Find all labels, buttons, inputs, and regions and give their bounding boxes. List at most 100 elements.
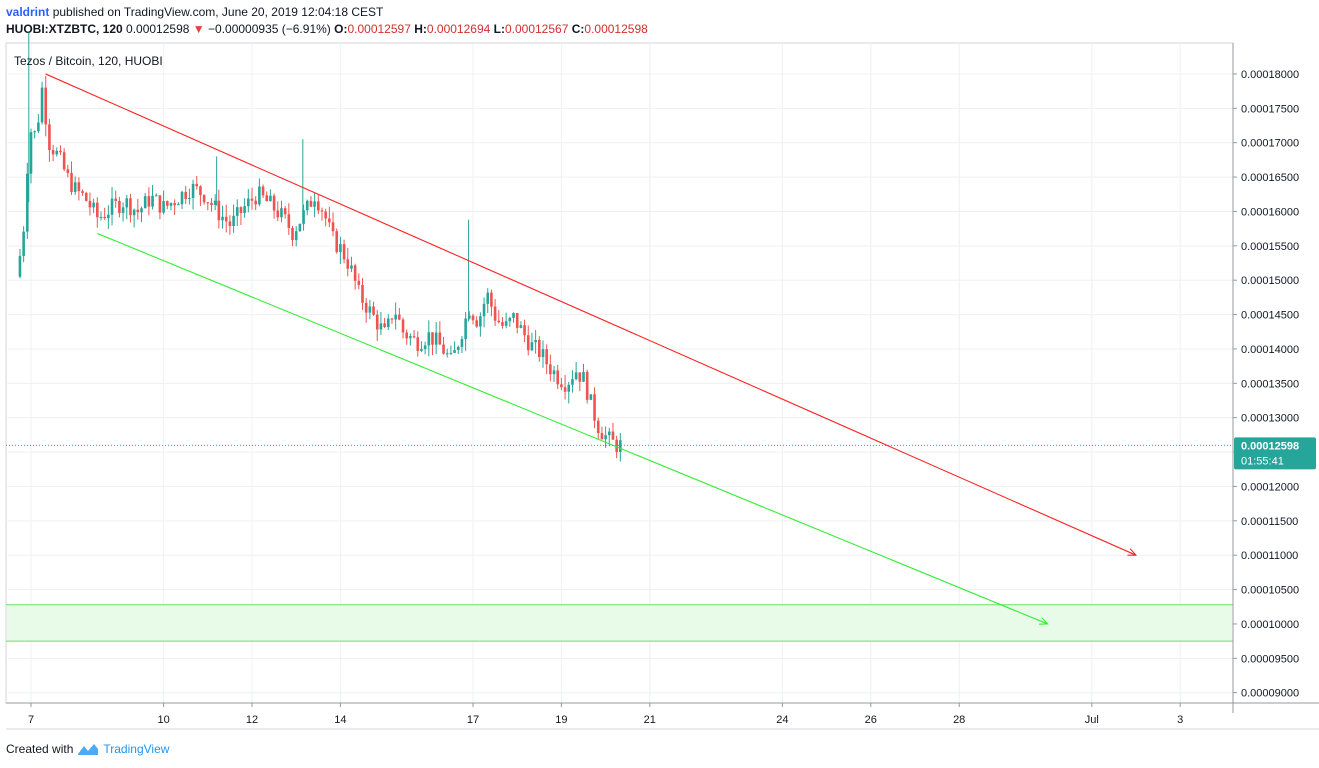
candle-body — [368, 306, 372, 313]
candle-body — [33, 131, 36, 133]
candle-body — [291, 227, 294, 241]
candle-body — [442, 344, 445, 354]
candle-body — [574, 372, 578, 380]
x-tick-label: Jul — [1085, 714, 1099, 726]
candle-body — [420, 348, 423, 351]
created-with-label: Created with — [6, 742, 74, 756]
candle-body — [523, 325, 526, 336]
candle-body — [81, 191, 84, 194]
chart-title: Tezos / Bitcoin, 120, HUOBI — [14, 54, 163, 68]
candle-body — [372, 306, 375, 315]
candle-body — [504, 321, 508, 326]
candle-body — [151, 195, 154, 207]
candle-body — [184, 191, 187, 199]
candle-body — [401, 319, 405, 333]
candle-body — [99, 216, 103, 218]
candle-body — [534, 339, 537, 343]
candle-body — [269, 195, 272, 202]
candle-body — [464, 318, 467, 340]
candle-body — [475, 320, 478, 327]
candle-body — [121, 207, 125, 213]
published-text: published on TradingView.com, June 20, 2… — [52, 5, 384, 19]
candle-body — [140, 208, 143, 213]
candle-body — [177, 204, 180, 206]
candle-body — [567, 384, 571, 392]
x-tick-label: 7 — [28, 714, 34, 726]
candle-body — [530, 342, 534, 351]
countdown-label: 01:55:41 — [1241, 455, 1284, 467]
change-arrow-icon: ▼ — [192, 22, 205, 36]
y-tick-label: 0.00009000 — [1241, 688, 1299, 700]
candle-body — [386, 318, 390, 328]
candle-body — [596, 420, 600, 434]
candle-body — [221, 216, 224, 221]
support-zone[interactable] — [6, 604, 1233, 642]
candle-body — [129, 198, 132, 216]
candle-body — [154, 195, 158, 197]
candle-body — [560, 384, 563, 388]
y-tick-label: 0.00015000 — [1241, 275, 1299, 287]
x-tick-label: 12 — [246, 714, 258, 726]
x-tick-label: 26 — [865, 714, 877, 726]
publisher-name[interactable]: valdrint — [6, 5, 50, 19]
candle-body — [317, 201, 320, 211]
candle-body — [48, 124, 51, 150]
candle-body — [51, 149, 55, 155]
candle-body — [261, 186, 265, 196]
candle-body — [73, 182, 77, 193]
y-tick-label: 0.00010000 — [1241, 619, 1299, 631]
open-label: O: — [334, 22, 348, 36]
candle-body — [103, 216, 106, 219]
candle-body — [188, 197, 191, 199]
footer: Created with TradingView — [6, 742, 169, 756]
candle-body — [519, 325, 523, 328]
y-tick-label: 0.00013500 — [1241, 378, 1299, 390]
candle-body — [37, 122, 40, 132]
current-price-label: 0.00012598 — [1241, 440, 1299, 452]
candle-body — [239, 207, 243, 213]
candle-body — [619, 440, 622, 452]
tradingview-logo-icon — [78, 744, 99, 755]
candle-body — [62, 152, 66, 170]
candle-body — [545, 349, 548, 365]
candle-body — [320, 210, 324, 212]
candle-body — [210, 202, 213, 205]
candle-body — [468, 315, 471, 319]
candle-body — [501, 322, 504, 326]
candle-body — [375, 314, 379, 330]
x-tick-label: 3 — [1177, 714, 1183, 726]
candle-body — [552, 370, 556, 375]
grid — [5, 42, 1234, 704]
candle-body — [283, 208, 287, 215]
candle-body — [313, 201, 316, 207]
last-price: 0.00012598 — [126, 22, 190, 36]
trendlines[interactable] — [6, 73, 1233, 624]
candle-body — [364, 302, 368, 313]
candle-body — [497, 320, 501, 323]
candle-body — [339, 244, 342, 253]
candle-body — [287, 214, 291, 228]
candle-body — [453, 350, 456, 353]
candle-body — [526, 335, 530, 351]
y-tick-label: 0.00018000 — [1241, 69, 1299, 81]
x-tick-label: 10 — [157, 714, 169, 726]
candle-body — [232, 215, 235, 227]
open-value: 0.00012597 — [347, 22, 411, 36]
candle-body — [361, 285, 364, 303]
low-label: L: — [493, 22, 505, 36]
candle-body — [272, 195, 276, 211]
candle-body — [107, 214, 110, 219]
low-value: 0.00012567 — [504, 22, 569, 36]
candle-body — [158, 195, 162, 213]
candle-body — [589, 394, 593, 400]
candle-body — [162, 201, 165, 213]
tradingview-brand[interactable]: TradingView — [103, 742, 170, 756]
candle-body — [328, 218, 331, 223]
candle-body — [199, 186, 202, 196]
candle-body — [357, 280, 361, 286]
x-tick-label: 17 — [467, 714, 479, 726]
candle-body — [235, 207, 239, 216]
lower-trendline — [97, 232, 1047, 624]
candle-body — [482, 303, 486, 317]
